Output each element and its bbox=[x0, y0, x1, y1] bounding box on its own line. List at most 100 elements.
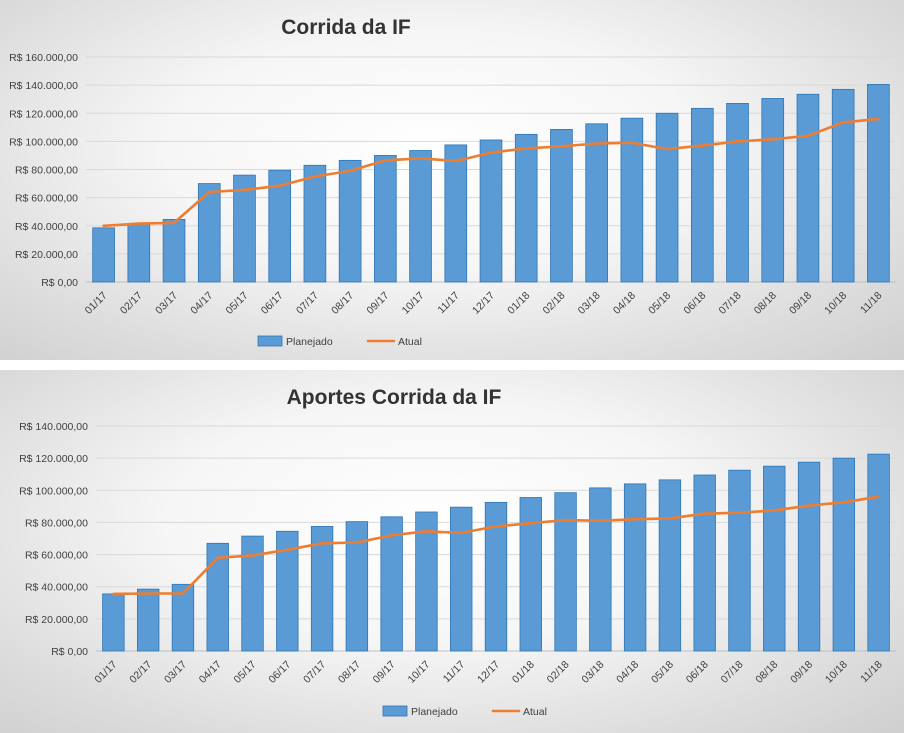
chart-corrida-svg: Corrida da IF R$ 0,00 R$ 20.000,00 R$ 40.00… bbox=[9, 16, 896, 348]
y-tick-label: R$ 80.000,00 bbox=[25, 517, 88, 529]
bar-planejado bbox=[867, 453, 890, 652]
x-tick-label: 04/18 bbox=[611, 290, 638, 317]
chart-title: Corrida da IF bbox=[281, 16, 411, 39]
x-tick-label: 10/18 bbox=[823, 659, 850, 686]
bar-planejado bbox=[585, 123, 608, 283]
x-tick-label: 04/17 bbox=[197, 659, 224, 686]
y-tick-label: R$ 40.000,00 bbox=[25, 582, 88, 594]
bar-planejado bbox=[268, 169, 292, 283]
bar-planejado bbox=[310, 526, 334, 652]
x-tick-label: 09/18 bbox=[787, 290, 814, 317]
x-tick-label: 09/18 bbox=[788, 659, 815, 686]
y-tick-label: R$ 80.000,00 bbox=[15, 165, 78, 177]
x-tick-label: 06/17 bbox=[259, 290, 286, 317]
x-tick-label: 08/17 bbox=[329, 290, 356, 317]
y-tick-label: R$ 120.000,00 bbox=[9, 108, 78, 120]
x-tick-label: 07/18 bbox=[719, 659, 746, 686]
bar-planejado bbox=[690, 107, 714, 283]
bar-planejado bbox=[241, 535, 264, 652]
x-tick-label: 07/17 bbox=[294, 290, 321, 317]
bar-planejado bbox=[206, 542, 229, 652]
x-tick-label: 01/18 bbox=[505, 290, 532, 317]
x-tick-label: 08/17 bbox=[336, 659, 363, 686]
bar-planejado bbox=[726, 103, 749, 283]
x-tick-label: 09/17 bbox=[364, 290, 391, 317]
bar-planejado bbox=[374, 155, 397, 283]
x-tick-label: 03/18 bbox=[579, 659, 606, 686]
legend-swatch-planejado bbox=[257, 335, 283, 347]
x-tick-label: 10/17 bbox=[400, 290, 427, 317]
bar-planejado bbox=[620, 117, 644, 283]
x-tick-label: 12/17 bbox=[470, 290, 497, 317]
bar-planejado bbox=[763, 465, 786, 652]
y-tick-label: R$ 100.000,00 bbox=[19, 485, 88, 497]
bar-planejado bbox=[554, 492, 577, 652]
bar-planejado bbox=[658, 479, 682, 652]
bar-planejado bbox=[623, 483, 647, 652]
bar-planejado bbox=[450, 506, 473, 652]
bar-planejado bbox=[345, 521, 369, 652]
bar-planejado bbox=[589, 487, 612, 652]
x-tick-label: 05/17 bbox=[232, 659, 259, 686]
chart-panel-aportes: Aportes Corrida da IF R$ 0,00 R$ 20.000,00… bbox=[0, 370, 904, 733]
x-tick-label: 08/18 bbox=[752, 290, 779, 317]
x-tick-label: 09/17 bbox=[371, 659, 398, 686]
x-tick-label: 02/17 bbox=[127, 659, 154, 686]
bar-planejado bbox=[380, 516, 403, 652]
bar-planejado bbox=[197, 183, 221, 283]
bar-planejado bbox=[303, 164, 327, 283]
x-tick-label: 07/17 bbox=[301, 659, 328, 686]
bar-planejado bbox=[479, 139, 503, 283]
chart-aportes-svg: Aportes Corrida da IF R$ 0,00 R$ 20.000,00… bbox=[19, 386, 896, 718]
x-tick-label: 06/17 bbox=[266, 659, 293, 686]
legend-label-atual: Atual bbox=[398, 336, 422, 348]
bar-planejado bbox=[136, 588, 160, 652]
y-tick-label: R$ 120.000,00 bbox=[19, 453, 88, 465]
bar-planejado bbox=[415, 511, 438, 652]
y-tick-label: R$ 40.000,00 bbox=[15, 221, 78, 233]
bar-planejado bbox=[162, 219, 186, 283]
x-tick-label: 04/18 bbox=[614, 659, 641, 686]
y-tick-label: R$ 140.000,00 bbox=[19, 421, 88, 433]
x-tick-label: 04/17 bbox=[188, 290, 215, 317]
x-tick-label: 01/18 bbox=[510, 659, 537, 686]
y-tick-label: R$ 60.000,00 bbox=[25, 550, 88, 562]
x-tick-label: 05/17 bbox=[224, 290, 251, 317]
bar-planejado bbox=[693, 474, 716, 652]
y-tick-label: R$ 100.000,00 bbox=[9, 136, 78, 148]
bar-planejado bbox=[514, 133, 538, 283]
legend-label-atual: Atual bbox=[523, 706, 547, 718]
bar-planejado bbox=[484, 501, 508, 652]
x-tick-label: 11/17 bbox=[435, 290, 462, 317]
y-tick-label: R$ 0,00 bbox=[51, 646, 88, 658]
line-atual bbox=[112, 495, 880, 596]
x-tick-label: 10/17 bbox=[405, 659, 432, 686]
legend-label-planejado: Planejado bbox=[411, 706, 458, 718]
x-tick-label: 11/17 bbox=[441, 659, 468, 686]
y-tick-label: R$ 20.000,00 bbox=[25, 614, 88, 626]
bar-planejado bbox=[796, 93, 820, 283]
y-tick-label: R$ 140.000,00 bbox=[9, 80, 78, 92]
bar-planejado bbox=[409, 150, 432, 283]
x-tick-label: 11/18 bbox=[858, 290, 885, 317]
x-tick-label: 10/18 bbox=[822, 290, 849, 317]
line-atual bbox=[102, 117, 880, 228]
y-tick-label: R$ 60.000,00 bbox=[15, 193, 78, 205]
x-tick-label: 05/18 bbox=[646, 290, 673, 317]
bar-planejado bbox=[655, 112, 679, 283]
x-tick-label: 03/17 bbox=[153, 290, 180, 317]
x-tick-label: 08/18 bbox=[753, 659, 780, 686]
bar-planejado bbox=[233, 174, 256, 283]
x-tick-label: 03/17 bbox=[162, 659, 189, 686]
bar-planejado bbox=[444, 144, 468, 283]
bar-planejado bbox=[728, 469, 751, 652]
x-tick-label: 01/17 bbox=[83, 290, 110, 317]
y-tick-label: R$ 20.000,00 bbox=[15, 249, 78, 261]
bar-planejado bbox=[92, 227, 115, 283]
y-tick-label: R$ 160.000,00 bbox=[9, 52, 78, 64]
legend-swatch-planejado bbox=[382, 705, 408, 717]
bar-planejado bbox=[276, 530, 299, 652]
x-tick-label: 12/17 bbox=[475, 659, 502, 686]
chart-panel-corrida: Corrida da IF R$ 0,00 R$ 20.000,00 R$ 40.00… bbox=[0, 0, 904, 360]
bar-planejado bbox=[338, 159, 362, 283]
